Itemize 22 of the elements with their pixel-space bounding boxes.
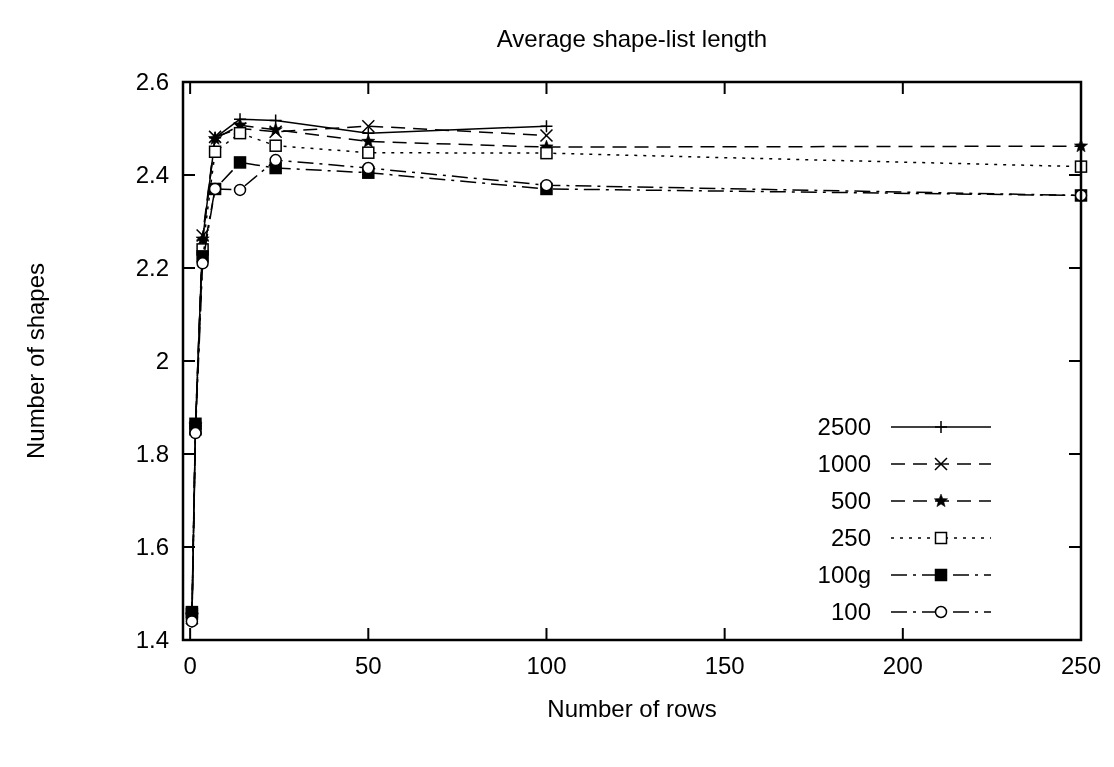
y-axis-title: Number of shapes	[22, 262, 49, 460]
y-tick-label: 1.4	[135, 626, 169, 653]
y-tick-label: 2.4	[135, 161, 169, 188]
chart-title: Average shape-list length	[496, 25, 768, 52]
x-tick-label: 200	[882, 652, 923, 679]
legend-label: 2500	[817, 413, 871, 440]
x-axis-title: Number of rows	[547, 695, 717, 722]
x-tick-label: 100	[526, 652, 567, 679]
y-tick-label: 2.6	[135, 68, 169, 95]
x-tick-label: 0	[183, 652, 197, 679]
y-tick-label: 1.6	[135, 533, 169, 560]
legend-label: 1000	[817, 450, 871, 477]
y-tick-label: 1.8	[135, 440, 169, 467]
y-tick-label: 2.2	[135, 254, 169, 281]
legend-label: 100g	[817, 561, 871, 588]
x-tick-label: 50	[354, 652, 382, 679]
legend-label: 250	[830, 524, 871, 551]
legend-label: 500	[830, 487, 871, 514]
legend-label: 100	[830, 598, 871, 625]
x-tick-label: 250	[1060, 652, 1102, 679]
x-tick-label: 150	[704, 652, 745, 679]
y-tick-label: 2	[155, 347, 169, 374]
